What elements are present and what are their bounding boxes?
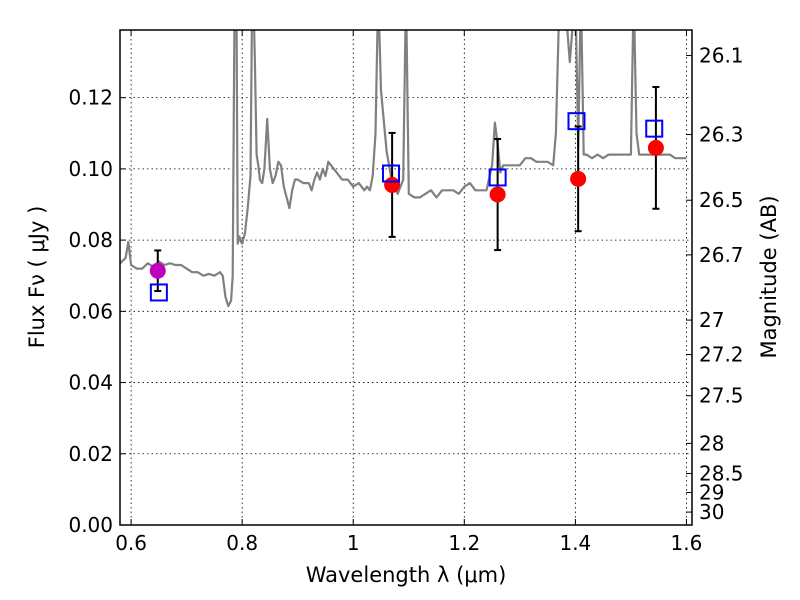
right-tick-label: 27 xyxy=(699,308,724,332)
x-axis-label: Wavelength λ (μm) xyxy=(306,563,507,587)
data-point xyxy=(570,170,587,187)
y-tick-label: 0.08 xyxy=(68,228,113,252)
right-tick-label: 29 xyxy=(699,481,724,505)
data-point xyxy=(384,176,401,193)
y-tick-label: 0.04 xyxy=(68,371,113,395)
y-tick-label: 0.02 xyxy=(68,442,113,466)
x-tick-label: 1 xyxy=(347,531,360,555)
x-tick-label: 1.2 xyxy=(448,531,480,555)
data-point xyxy=(489,186,506,203)
y-tick-label: 0.12 xyxy=(68,86,113,110)
right-tick-label: 26.7 xyxy=(699,243,744,267)
model-point xyxy=(149,283,168,302)
right-tick-label: 28.5 xyxy=(699,462,744,486)
plot-area xyxy=(120,30,687,308)
model-point xyxy=(488,168,507,187)
markers xyxy=(149,85,664,302)
x-tick-label: 1.4 xyxy=(559,531,591,555)
right-axis-label: Magnitude (AB) xyxy=(757,195,781,358)
y-tick-label: 0.10 xyxy=(68,157,113,181)
right-tick-label: 28 xyxy=(699,431,724,455)
data-point xyxy=(149,262,166,279)
y-tick-label: 0.00 xyxy=(68,513,113,537)
data-point xyxy=(647,139,664,156)
x-tick-label: 0.8 xyxy=(226,531,258,555)
right-tick-label: 26.3 xyxy=(699,123,744,147)
x-tick-label: 1.6 xyxy=(671,531,703,555)
x-tick-label: 0.6 xyxy=(115,531,147,555)
y-axis-label: Flux Fν ( μJy ) xyxy=(25,206,49,349)
right-tick-label: 27.2 xyxy=(699,343,744,367)
model-point xyxy=(567,112,586,131)
right-tick-label: 27.5 xyxy=(699,384,744,408)
right-tick-label: 26.5 xyxy=(699,188,744,212)
grid xyxy=(120,30,692,525)
ticks: 0.6 0.8 1 1.2 1.4 1.6 0.00 0.02 0.04 0.06 0.08 0.10… xyxy=(68,30,744,555)
model-point xyxy=(382,164,401,183)
right-tick-label: 30 xyxy=(699,500,724,524)
spectrum-line xyxy=(120,30,687,308)
y-tick-label: 0.06 xyxy=(68,299,113,323)
plot-frame xyxy=(119,29,693,526)
right-tick-label: 26.1 xyxy=(699,44,744,68)
model-point xyxy=(645,119,664,138)
